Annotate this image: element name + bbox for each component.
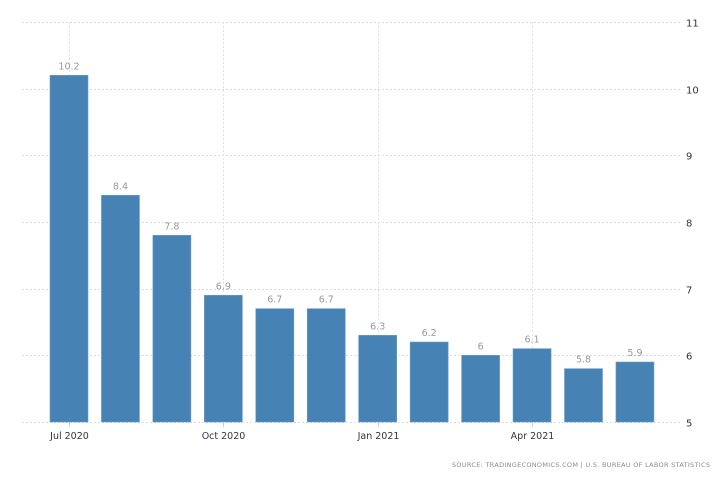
data-label: 6.7 bbox=[319, 295, 334, 306]
y-tick-label: 8 bbox=[686, 219, 692, 230]
data-label: 5.8 bbox=[576, 355, 591, 366]
bar-aug-2020 bbox=[101, 195, 140, 423]
bar-mar-2021 bbox=[461, 355, 500, 423]
bar-oct-2020 bbox=[204, 295, 243, 423]
data-label: 6.9 bbox=[216, 281, 231, 292]
y-axis: 5 6 7 8 9 10 11 bbox=[686, 19, 699, 430]
x-tick-label: Oct 2020 bbox=[202, 431, 246, 442]
bar-sep-2020 bbox=[152, 235, 192, 423]
y-tick-label: 11 bbox=[686, 19, 699, 30]
bar-apr-2021 bbox=[512, 348, 552, 423]
bar-dec-2020 bbox=[306, 308, 346, 423]
y-tick-label: 6 bbox=[686, 352, 692, 363]
data-labels: 10.2 8.4 7.8 6.9 6.7 6.7 6.3 6.2 6 6.1 5.8 5.9 bbox=[58, 61, 642, 365]
data-label: 10.2 bbox=[58, 61, 79, 72]
data-label: 6.7 bbox=[267, 295, 282, 306]
bar-jun-2021 bbox=[615, 361, 655, 423]
data-label: 6.2 bbox=[422, 328, 437, 339]
y-tick-label: 7 bbox=[686, 286, 692, 297]
bar-nov-2020 bbox=[255, 308, 295, 423]
x-tick-label: Apr 2021 bbox=[511, 431, 555, 442]
data-label: 6.3 bbox=[370, 321, 385, 332]
y-tick-label: 9 bbox=[686, 152, 692, 163]
bar-feb-2021 bbox=[409, 341, 449, 423]
x-axis: Jul 2020 Oct 2020 Jan 2021 Apr 2021 bbox=[49, 422, 554, 442]
y-tick-label: 10 bbox=[686, 86, 699, 97]
data-label: 6 bbox=[478, 341, 484, 352]
data-label: 7.8 bbox=[164, 221, 179, 232]
bar-series bbox=[49, 75, 655, 423]
bar-jan-2021 bbox=[358, 335, 398, 423]
data-label: 8.4 bbox=[113, 181, 128, 192]
bar-jul-2020 bbox=[49, 75, 89, 423]
y-tick-label: 5 bbox=[686, 419, 692, 430]
x-tick-label: Jan 2021 bbox=[357, 431, 400, 442]
data-label: 6.1 bbox=[524, 335, 539, 346]
data-label: 5.9 bbox=[627, 348, 642, 359]
x-tick-label: Jul 2020 bbox=[49, 431, 89, 442]
bar-may-2021 bbox=[564, 368, 603, 423]
source-attribution: SOURCE: TRADINGECONOMICS.COM | U.S. BURE… bbox=[452, 461, 711, 469]
